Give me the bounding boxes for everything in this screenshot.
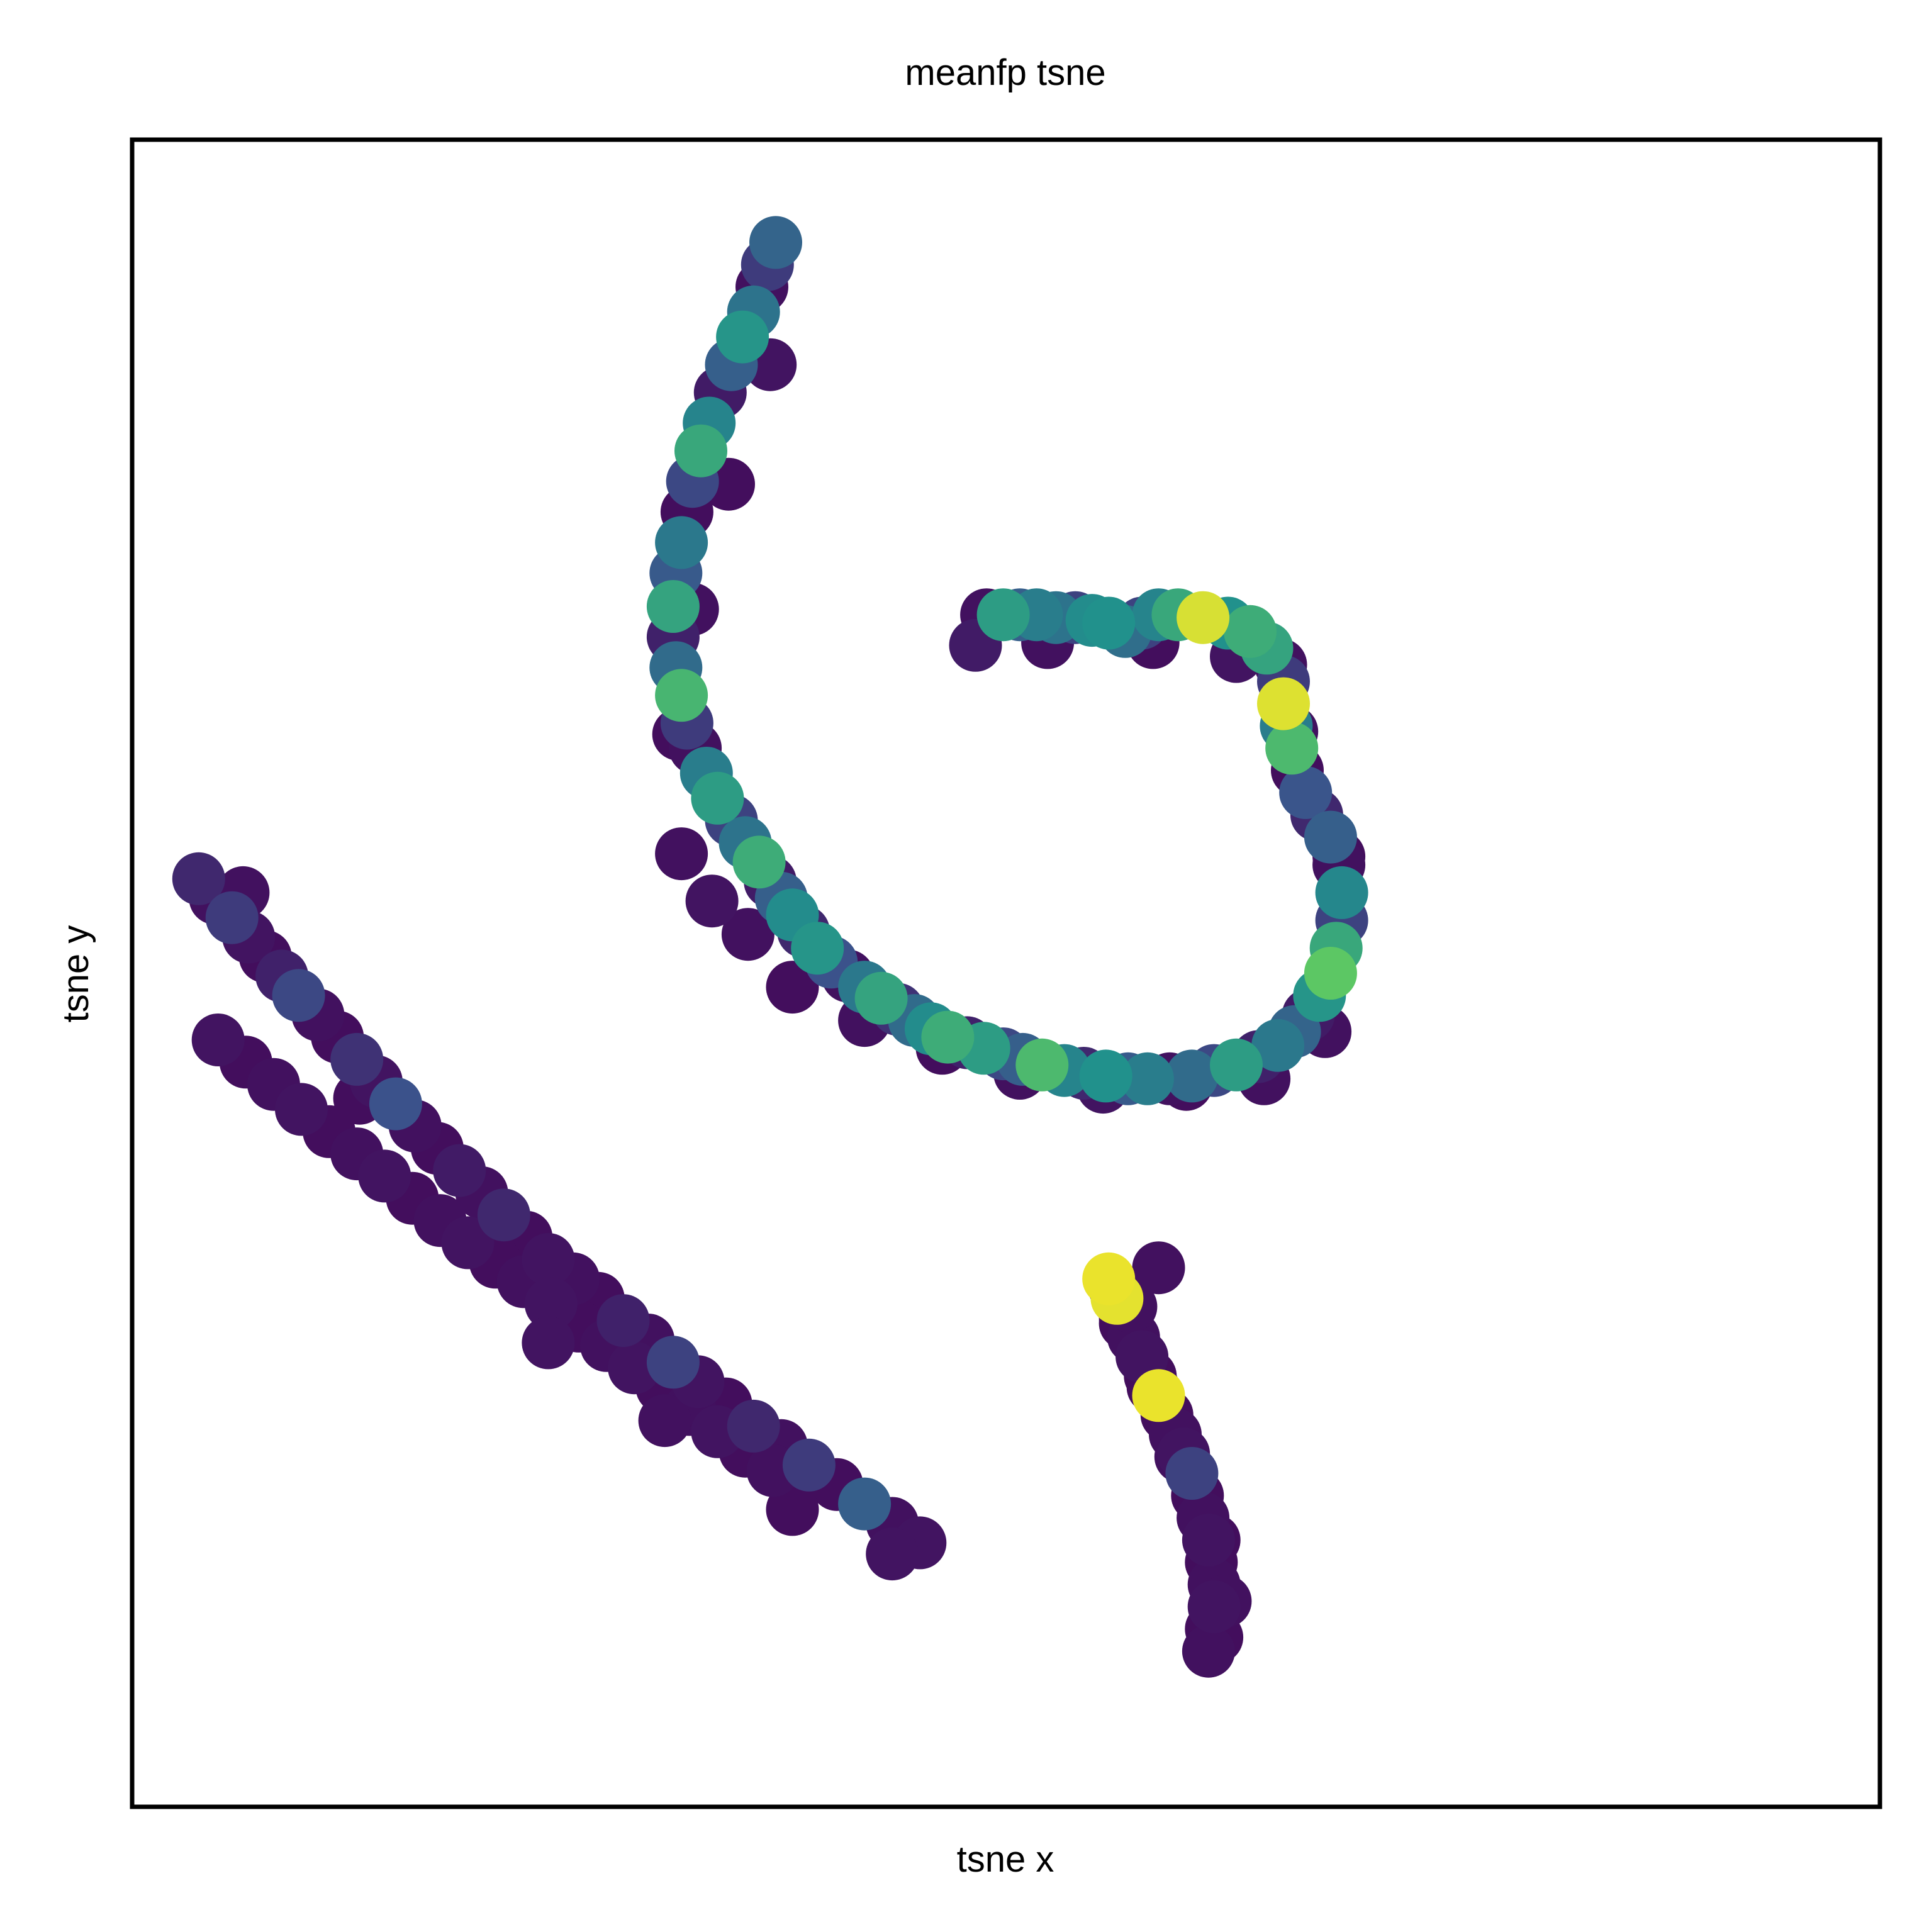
plot-frame [130, 137, 1882, 1809]
scatter-point [791, 922, 844, 975]
scatter-points [172, 216, 1368, 1678]
scatter-point [732, 835, 786, 889]
scatter-point [522, 1232, 575, 1286]
scatter-point [782, 1438, 836, 1492]
scatter-point [172, 852, 225, 905]
scatter-point [1079, 1049, 1132, 1103]
scatter-point [524, 1277, 578, 1331]
scatter-point [522, 1316, 575, 1370]
scatter-point [1015, 1038, 1069, 1092]
scatter-point [441, 1216, 495, 1270]
scatter-point [191, 1013, 245, 1066]
scatter-point [1121, 1052, 1174, 1105]
scatter-point [358, 1149, 411, 1203]
scatter-point [596, 1294, 650, 1348]
scatter-point [838, 1477, 892, 1531]
scatter-point [1082, 596, 1136, 650]
scatter-point [1165, 1447, 1219, 1500]
scatter-point [1224, 605, 1277, 658]
scatter-point [1182, 1624, 1235, 1678]
scatter-point [646, 580, 700, 633]
scatter-point [1182, 1514, 1235, 1566]
scatter-point [1265, 722, 1319, 775]
scatter-point [1210, 1038, 1263, 1092]
scatter-point [655, 827, 708, 881]
scatter-point [1257, 677, 1310, 730]
scatter-point [749, 216, 802, 269]
scatter-point [1315, 866, 1368, 919]
scatter-point [1132, 1369, 1185, 1422]
scatter-point [1165, 1049, 1219, 1103]
scatter-point [921, 1010, 975, 1064]
scatter-point [638, 1394, 691, 1448]
scatter-point [1304, 810, 1357, 864]
scatter-point [1304, 947, 1357, 1000]
scatter-point [369, 1077, 422, 1131]
scatter-point [685, 874, 739, 928]
x-axis-label: tsne x [957, 1839, 1054, 1880]
scatter-point [272, 969, 325, 1022]
scatter-point [854, 971, 908, 1025]
scatter-point [1187, 1580, 1241, 1633]
scatter-point [674, 424, 727, 477]
scatter-point [727, 1399, 780, 1453]
scatter-point [433, 1144, 486, 1197]
scatter-point [655, 669, 708, 722]
scatter-point [330, 1032, 384, 1086]
scatter-point [721, 908, 774, 961]
y-axis-label: tsne y [55, 925, 96, 1023]
scatter-point [1177, 591, 1230, 644]
scatter-point [1082, 1252, 1136, 1305]
scatter-point [976, 588, 1030, 642]
scatter-point [646, 1336, 700, 1389]
scatter-point [275, 1083, 328, 1136]
scatter-point [1251, 1019, 1305, 1072]
scatter-point [691, 771, 744, 825]
scatter-point [477, 1188, 530, 1242]
scatter-point [766, 961, 819, 1014]
scatter-point [205, 891, 259, 944]
scatter-point [866, 1527, 919, 1581]
scatter-point [716, 310, 769, 364]
scatter-point [655, 516, 708, 569]
chart-title: meanfp tsne [905, 52, 1105, 93]
scatter-point [1132, 1241, 1185, 1295]
scatter-point [608, 1341, 661, 1395]
scatter-point [1279, 766, 1333, 819]
